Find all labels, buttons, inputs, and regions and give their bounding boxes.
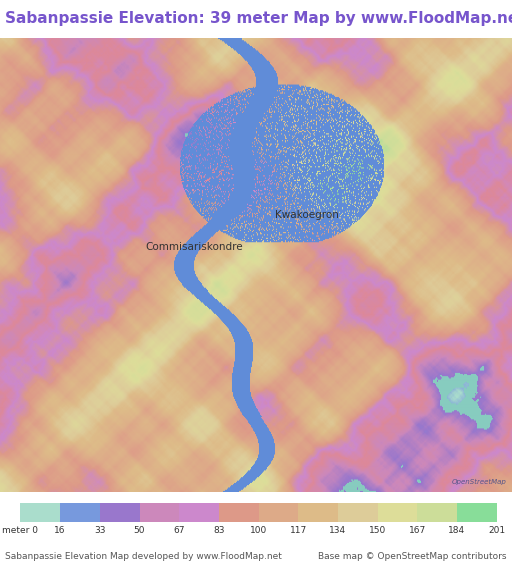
FancyBboxPatch shape <box>457 503 497 521</box>
FancyBboxPatch shape <box>378 503 417 521</box>
FancyBboxPatch shape <box>219 503 259 521</box>
FancyBboxPatch shape <box>20 503 60 521</box>
Text: meter 0: meter 0 <box>3 526 38 535</box>
Text: Sabanpassie Elevation: 39 meter Map by www.FloodMap.net (beta): Sabanpassie Elevation: 39 meter Map by w… <box>5 12 512 26</box>
Text: 167: 167 <box>409 526 426 535</box>
Text: 16: 16 <box>54 526 66 535</box>
Text: Kwakoegron: Kwakoegron <box>275 210 339 220</box>
Text: OpenStreetMap: OpenStreetMap <box>452 479 507 485</box>
FancyBboxPatch shape <box>259 503 298 521</box>
Text: 67: 67 <box>174 526 185 535</box>
FancyBboxPatch shape <box>100 503 139 521</box>
Text: Base map © OpenStreetMap contributors: Base map © OpenStreetMap contributors <box>318 552 507 561</box>
FancyBboxPatch shape <box>179 503 219 521</box>
FancyBboxPatch shape <box>417 503 457 521</box>
Text: 83: 83 <box>213 526 225 535</box>
Text: 150: 150 <box>369 526 386 535</box>
Text: Sabanpassie Elevation Map developed by www.FloodMap.net: Sabanpassie Elevation Map developed by w… <box>5 552 282 561</box>
FancyBboxPatch shape <box>298 503 338 521</box>
FancyBboxPatch shape <box>139 503 179 521</box>
Text: 201: 201 <box>488 526 505 535</box>
FancyBboxPatch shape <box>60 503 100 521</box>
FancyBboxPatch shape <box>338 503 378 521</box>
Text: 134: 134 <box>329 526 347 535</box>
Text: 33: 33 <box>94 526 105 535</box>
Text: 50: 50 <box>134 526 145 535</box>
Text: 184: 184 <box>449 526 465 535</box>
Text: 100: 100 <box>250 526 267 535</box>
Text: Commisariskondre: Commisariskondre <box>146 242 243 251</box>
Text: 117: 117 <box>290 526 307 535</box>
